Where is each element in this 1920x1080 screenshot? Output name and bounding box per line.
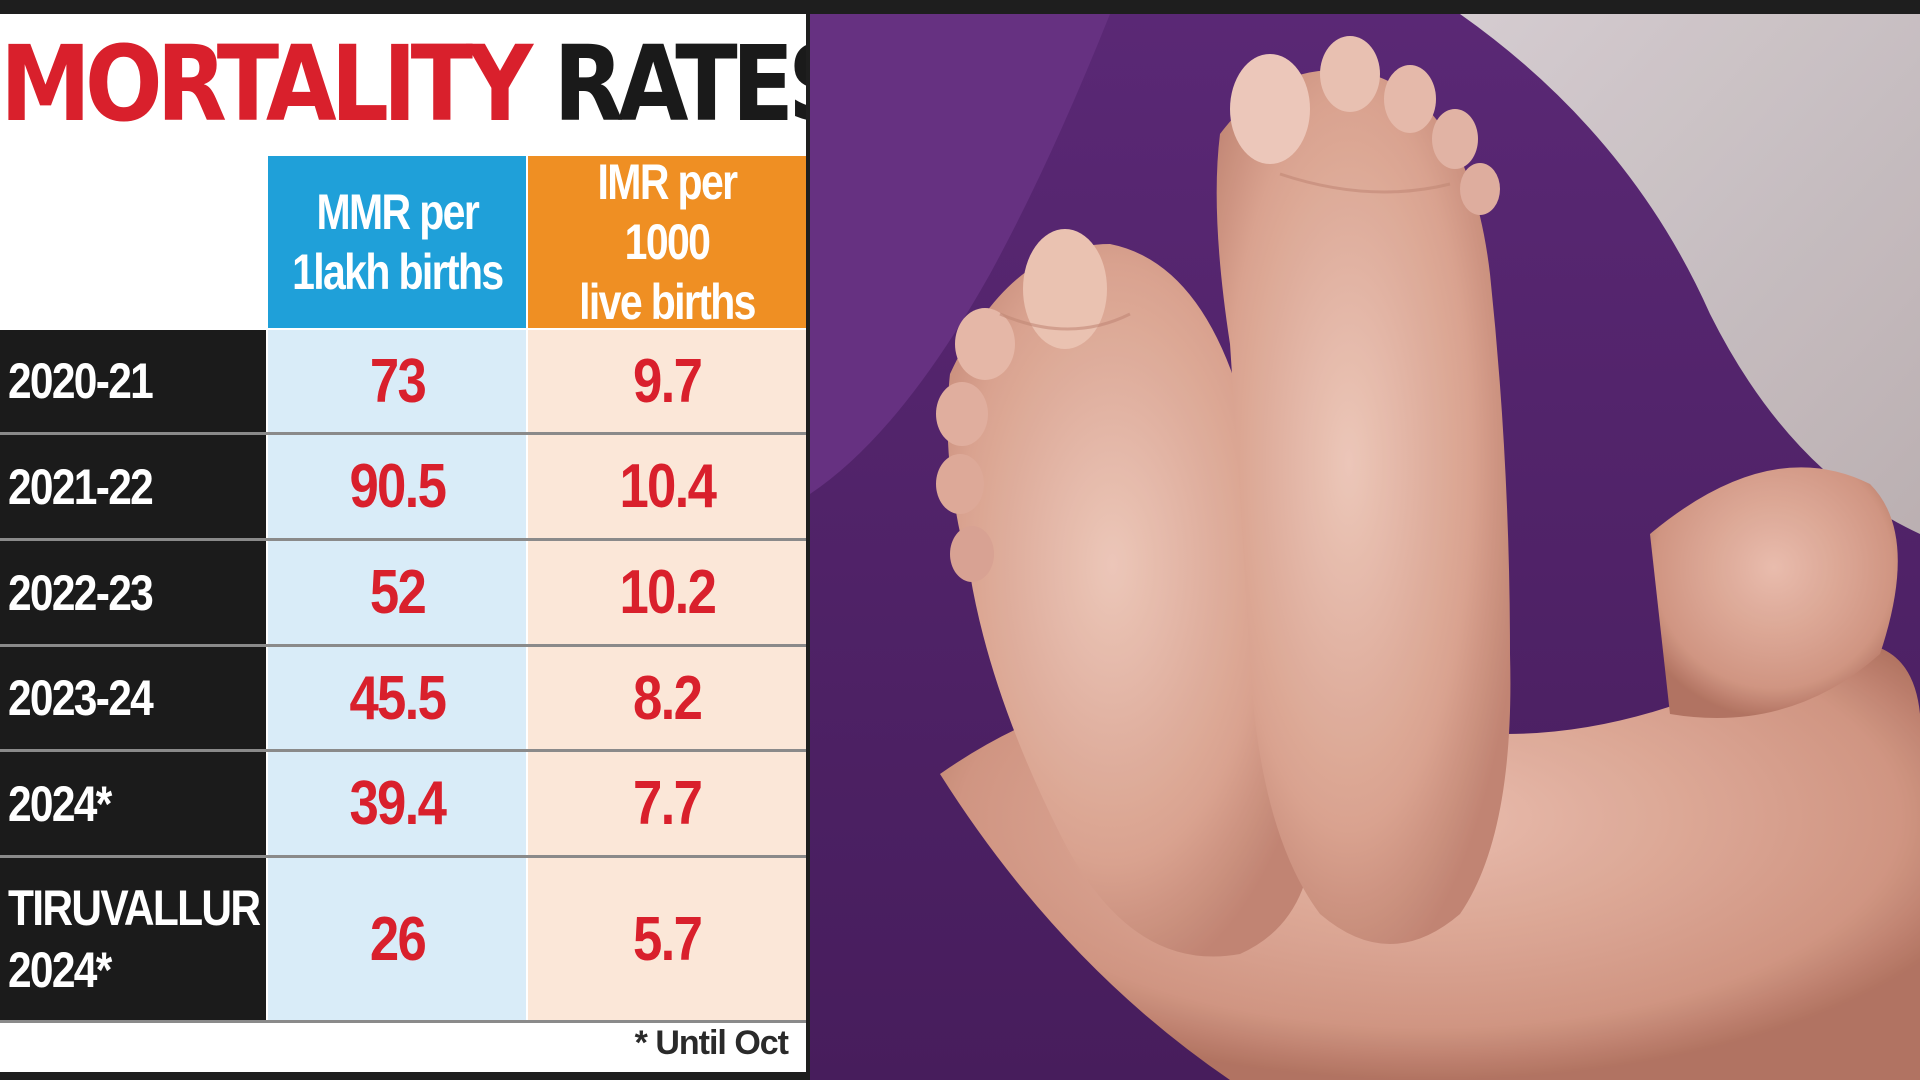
column-header-mmr: MMR per 1lakh births [268, 156, 526, 328]
row-divider [0, 644, 806, 647]
mmr-value: 90.5 [268, 435, 526, 538]
row-divider [0, 538, 806, 541]
column-header-mmr-line2: 1lakh births [291, 244, 504, 300]
row-label: 2024* [0, 752, 266, 855]
imr-value: 10.4 [528, 435, 806, 538]
row-divider [0, 749, 806, 752]
imr-value: 8.2 [528, 647, 806, 749]
imr-value: 9.7 [528, 330, 806, 432]
row-divider [0, 432, 806, 435]
row-label: 2023-24 [0, 647, 266, 749]
column-header-mmr-line1: MMR per [316, 184, 479, 240]
mmr-value: 45.5 [268, 647, 526, 749]
column-header-imr: IMR per 1000 live births [528, 154, 806, 330]
table-row: 2021-22 90.5 10.4 [0, 435, 806, 538]
imr-value: 5.7 [528, 858, 806, 1020]
footnote: * Until Oct [634, 1024, 789, 1062]
row-label: 2020-21 [0, 330, 266, 432]
row-label-line2: 2024* [8, 942, 112, 998]
mmr-value: 52 [268, 541, 526, 644]
mmr-value: 26 [268, 858, 526, 1020]
baby-feet-photo-icon [810, 14, 1920, 1080]
column-header-imr-line1: IMR per 1000 [597, 154, 739, 270]
table-row: TIRUVALLUR 2024* 26 5.7 [0, 858, 806, 1020]
imr-value: 10.2 [528, 541, 806, 644]
table-row: 2020-21 73 9.7 [0, 330, 806, 432]
row-divider [0, 855, 806, 858]
row-label: 2022-23 [0, 541, 266, 644]
mortality-table-panel: MORTALITYRATES MMR per 1lakh births IMR … [0, 14, 806, 1072]
title-word-rates: RATES [553, 23, 806, 145]
title-word-mortality: MORTALITY [0, 23, 533, 145]
mmr-value: 73 [268, 330, 526, 432]
mmr-value: 39.4 [268, 752, 526, 855]
row-label: TIRUVALLUR 2024* [0, 858, 266, 1020]
row-divider [0, 1020, 806, 1023]
table-row: 2022-23 52 10.2 [0, 541, 806, 644]
table-row: 2023-24 45.5 8.2 [0, 647, 806, 749]
column-header-imr-line2: live births [579, 274, 756, 330]
row-label: 2021-22 [0, 435, 266, 538]
table-row: 2024* 39.4 7.7 [0, 752, 806, 855]
imr-value: 7.7 [528, 752, 806, 855]
header-blank-cell [0, 156, 266, 328]
row-label-line1: TIRUVALLUR [8, 880, 261, 936]
chart-title: MORTALITYRATES [0, 14, 806, 154]
